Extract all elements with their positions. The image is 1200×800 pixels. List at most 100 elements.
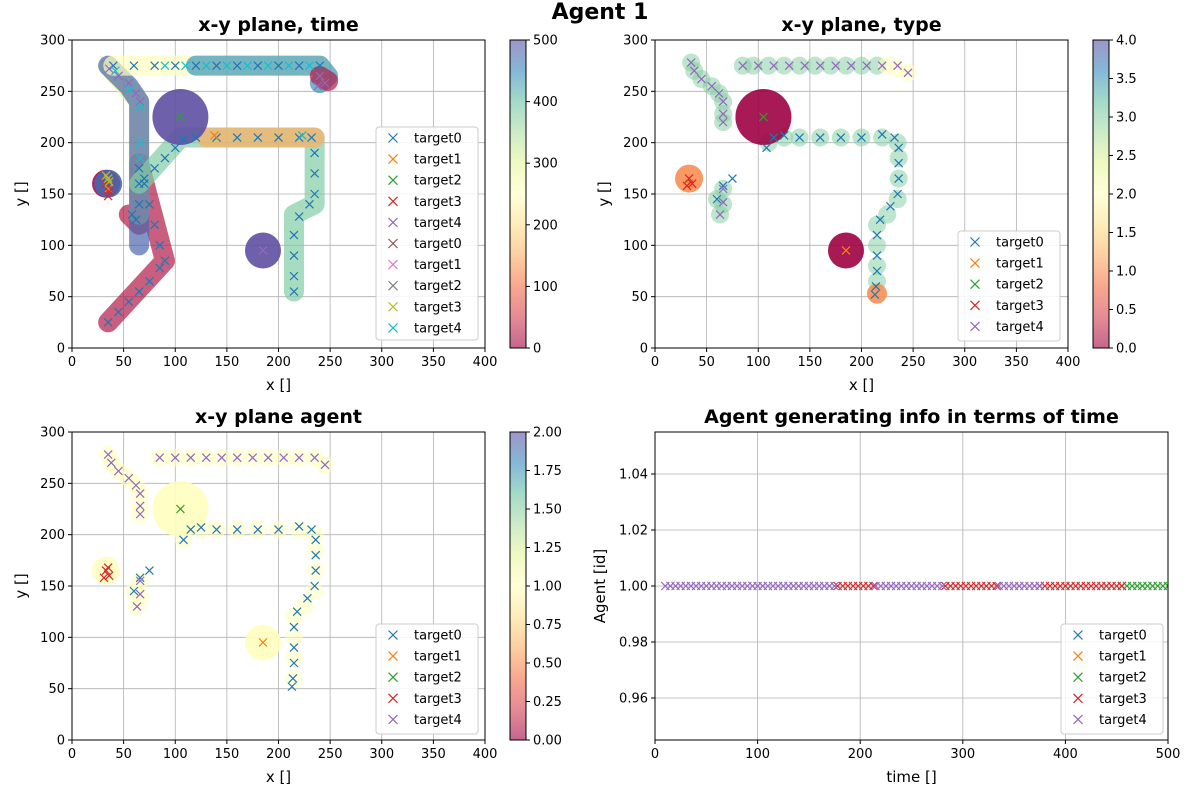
data-point bbox=[258, 246, 268, 255]
legend: target0 target1 target2 target3 target4 bbox=[375, 623, 479, 735]
legend-marker bbox=[388, 651, 398, 662]
x-tick-label: 50 bbox=[698, 355, 715, 370]
data-point bbox=[253, 61, 263, 71]
data-point bbox=[872, 251, 882, 261]
data-point bbox=[135, 138, 145, 148]
data-point bbox=[139, 174, 149, 184]
data-point bbox=[179, 535, 188, 545]
data-point bbox=[893, 61, 903, 71]
colorbar-tick-label: 3.0 bbox=[1116, 111, 1137, 126]
data-point bbox=[1117, 581, 1127, 591]
data-point bbox=[320, 78, 330, 88]
legend-marker bbox=[388, 259, 398, 270]
x-tick-label: 200 bbox=[266, 747, 291, 762]
legend-marker bbox=[388, 714, 398, 725]
legend-marker bbox=[1073, 672, 1083, 683]
colorbar-tick-label: 1.0 bbox=[1116, 265, 1137, 280]
data-point bbox=[718, 181, 728, 191]
data-point bbox=[104, 571, 114, 581]
data-point bbox=[870, 290, 880, 300]
data-point bbox=[779, 131, 789, 140]
data-point bbox=[292, 607, 302, 617]
y-tick-label: 1.04 bbox=[619, 468, 648, 483]
plot-area bbox=[660, 581, 1168, 591]
y-tick-label: 200 bbox=[623, 136, 648, 151]
data-point bbox=[297, 131, 307, 140]
data-point bbox=[129, 586, 139, 596]
data-point bbox=[232, 525, 242, 534]
legend: target0 target1 target2 target3 target4 bbox=[957, 230, 1061, 342]
data-point bbox=[311, 535, 321, 545]
data-point bbox=[135, 153, 145, 163]
y-tick-label: 100 bbox=[40, 631, 65, 646]
halo-point bbox=[284, 669, 303, 688]
region-blob bbox=[94, 169, 123, 198]
data-point bbox=[104, 177, 114, 187]
data-point bbox=[313, 81, 323, 91]
data-point bbox=[310, 169, 320, 178]
colorbar-tick-label: 0.00 bbox=[533, 734, 562, 749]
data-point bbox=[150, 220, 160, 230]
data-point bbox=[289, 230, 299, 240]
halo-point bbox=[790, 56, 809, 75]
legend-marker bbox=[388, 175, 398, 186]
x-tick-label: 50 bbox=[115, 747, 132, 762]
y-tick-label: 50 bbox=[48, 682, 65, 697]
data-point bbox=[191, 61, 201, 71]
data-point bbox=[307, 525, 316, 534]
data-point bbox=[170, 61, 180, 71]
x-axis-label: x [] bbox=[849, 376, 874, 394]
data-point bbox=[718, 197, 728, 207]
x-tick-label: 100 bbox=[163, 355, 188, 370]
data-point bbox=[274, 525, 283, 534]
legend-marker bbox=[388, 154, 398, 165]
data-point bbox=[212, 61, 221, 71]
y-tick-label: 1.00 bbox=[619, 580, 648, 595]
colorbar-tick-label: 3.5 bbox=[1116, 72, 1137, 87]
y-axis-label: y [] bbox=[595, 181, 613, 206]
chart-title: x-y plane agent bbox=[195, 406, 362, 428]
y-tick-label: 300 bbox=[623, 34, 648, 49]
data-point bbox=[135, 489, 145, 499]
data-point bbox=[274, 61, 283, 71]
legend-label: target3 bbox=[414, 195, 462, 210]
data-point bbox=[875, 215, 885, 225]
colorbar-tick-label: 0 bbox=[533, 342, 541, 357]
colorbar-tick-label: 100 bbox=[533, 280, 558, 295]
colorbar-tick-label: 0.25 bbox=[533, 695, 562, 710]
chart-panel: 0 100 200 300 400 500 0.96 0.98 1.00 1.02 1.04 Agen… bbox=[591, 406, 1180, 786]
halo-point bbox=[837, 56, 856, 75]
plot-area bbox=[92, 445, 334, 692]
legend-marker bbox=[388, 217, 398, 228]
data-point bbox=[135, 589, 145, 599]
data-point bbox=[181, 61, 190, 71]
y-tick-label: 150 bbox=[623, 188, 648, 203]
legend-marker bbox=[970, 279, 980, 290]
data-point bbox=[253, 525, 263, 534]
data-point bbox=[903, 68, 913, 78]
legend-marker bbox=[388, 133, 398, 143]
data-point bbox=[311, 550, 321, 560]
halo-point bbox=[821, 56, 840, 75]
legend-marker bbox=[970, 300, 980, 311]
data-point bbox=[114, 307, 123, 317]
halo-point bbox=[775, 56, 794, 75]
legend-marker bbox=[388, 280, 398, 291]
chart-title: x-y plane, time bbox=[198, 14, 359, 36]
legend-marker bbox=[1073, 651, 1083, 662]
legend: target0 target1 target2 target3 target4 targe… bbox=[375, 126, 479, 341]
data-point bbox=[232, 61, 242, 71]
legend-label: target2 bbox=[996, 278, 1044, 293]
data-point bbox=[150, 163, 160, 173]
data-point bbox=[753, 61, 763, 71]
data-point bbox=[289, 287, 299, 296]
data-point bbox=[232, 133, 242, 142]
data-point bbox=[201, 61, 211, 71]
x-axis-label: time [] bbox=[886, 768, 936, 786]
figure-title: Agent 1 bbox=[552, 0, 649, 25]
data-point bbox=[289, 622, 299, 632]
halo-point bbox=[759, 56, 778, 75]
legend-label: target1 bbox=[414, 650, 462, 665]
data-point bbox=[294, 212, 304, 222]
